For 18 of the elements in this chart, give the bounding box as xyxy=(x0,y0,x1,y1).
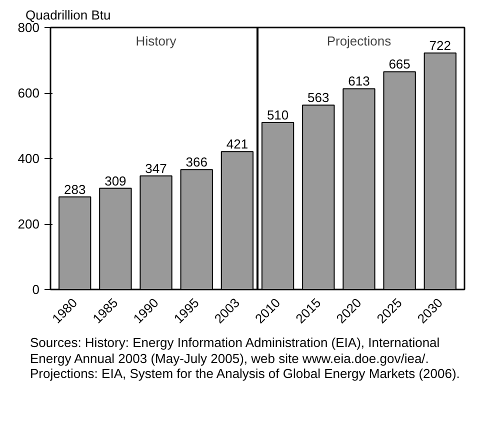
data-label: 283 xyxy=(64,182,86,197)
y-tick-label: 200 xyxy=(18,216,40,232)
source-note: Sources: History: Energy Information Administration (EIA), International Energy Annual 2003 (May-July 2005), web site www.eia.doe.gov/iea/. Projections: EIA, System for the Analysis of Global Energy Markets (2006). xyxy=(30,335,461,382)
data-label: 366 xyxy=(186,154,208,170)
y-axis-title: Quadrillion Btu xyxy=(26,8,111,22)
data-label: 510 xyxy=(266,107,289,122)
data-label: 421 xyxy=(226,136,248,152)
data-label: 613 xyxy=(348,74,370,89)
y-tick-label: 0 xyxy=(32,282,40,297)
data-label: 347 xyxy=(145,160,167,176)
y-tick-label: 400 xyxy=(18,151,40,166)
data-label: 309 xyxy=(104,173,126,188)
data-label: 563 xyxy=(308,90,330,106)
y-tick-label: 600 xyxy=(18,86,40,100)
annotation: Projections xyxy=(326,34,392,48)
data-label: 665 xyxy=(388,56,410,72)
data-label: 722 xyxy=(429,38,452,54)
annotation: History xyxy=(136,34,177,48)
